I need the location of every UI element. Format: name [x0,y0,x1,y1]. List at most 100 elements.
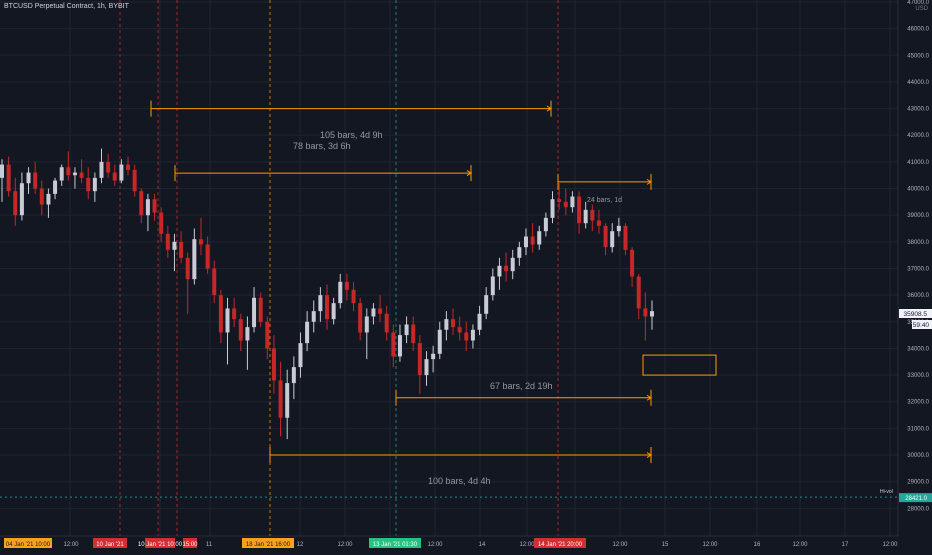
time-tick-label: 14 [479,542,486,548]
candle-body [132,169,137,192]
price-tick-label: 32000.0 [907,400,929,406]
candle-body [192,239,197,280]
candle-body [46,193,51,205]
candle-body [99,161,104,178]
candle-body [417,343,422,376]
time-label-highlight [369,538,421,548]
candle-body [331,303,336,320]
candle-body [517,247,522,258]
candle-body [26,172,31,184]
candle-body [431,353,436,360]
candle-body [643,308,648,317]
candle-body [205,244,210,269]
measure-arrow [646,178,652,185]
candle-body [484,295,489,314]
measure-label: 78 bars, 3d 6h [293,141,351,151]
price-tick-label: 43000.0 [907,107,929,113]
candle-body [623,225,628,250]
candle-body [563,201,568,208]
candle-body [490,276,495,296]
chart-title: BTCUSD Perpetual Contract, 1h, BYBIT [4,3,129,10]
candle-body [338,281,343,304]
time-tick-label: 12:00 [792,542,808,548]
price-tick-label: 47000.0 [907,0,929,6]
time-tick-label: 15 [662,542,669,548]
time-tick-label: 15:00 [182,542,198,548]
time-label-highlight [242,538,294,548]
volume-level-tag [899,493,932,503]
last-price-tag [899,309,932,318]
candle-body [344,281,349,290]
price-tick-label: 39000.0 [907,213,929,219]
candle-body [305,321,310,344]
candle-body [404,324,409,336]
candle-body [557,199,562,202]
time-tick-label: 16 [754,542,761,548]
candle-body [39,188,44,205]
candle-body [92,177,97,192]
candle-body [212,268,217,296]
candle-body [79,172,84,178]
candle-body [119,164,124,181]
volume-level-value: 28421.0 [905,496,927,502]
candle-body [165,233,170,250]
candle-body [537,231,542,245]
candle-body [378,308,383,314]
measure-arrow [646,394,652,401]
candle-body [13,191,18,216]
measure-label: 105 bars, 4d 9h [320,130,383,140]
price-tick-label: 36000.0 [907,293,929,299]
candle-body [311,311,316,322]
candle-body [650,311,654,317]
time-tick-label: 14 Jan '21 20:00 [538,542,583,548]
price-tick-label: 42000.0 [907,133,929,139]
candle-body [106,161,111,173]
candle-body [53,180,58,194]
candle-body [325,295,329,320]
time-tick-label: 12:00 [427,542,443,548]
candle-body [497,265,502,277]
candle-body [265,321,270,349]
countdown-tag [912,320,932,329]
candle-body [278,380,283,418]
price-tick-label: 37000.0 [907,266,929,272]
candle-body [245,327,250,341]
candle-body [444,319,449,330]
candle-body [577,196,582,224]
time-tick-label: 17 [842,542,849,548]
candle-body [145,199,150,216]
time-tick-label: 12:00 [612,542,628,548]
candle-body [271,348,276,381]
candle-body [464,332,469,341]
candle-body [351,289,356,304]
candle-body [477,313,482,330]
candle-body [159,212,164,234]
candle-body [437,329,442,354]
candle-body [232,308,237,320]
time-tick-label: 10 Jan '21 10:00 [138,542,183,548]
candle-body [66,167,71,176]
time-label-highlight [534,538,586,548]
measure-label: 24 bars, 1d [587,197,622,204]
candle-body [298,343,303,368]
candle-body [126,164,131,170]
candle-body [318,295,323,312]
time-tick-label: 12:00 [519,542,535,548]
candle-body [258,297,263,322]
price-tick-label: 46000.0 [907,27,929,33]
candle-body [291,367,296,384]
price-tick-label: 38000.0 [907,240,929,246]
time-tick-label: 13 Jan '21 01:30 [373,542,418,548]
candle-body [391,332,396,357]
time-label-highlight [183,538,197,548]
price-tick-label: 44000.0 [907,80,929,86]
measure-label: 67 bars, 2d 19h [490,381,553,391]
price-axis-unit: USD [915,6,928,12]
candle-body [543,217,548,232]
time-tick-label: 12 [297,542,304,548]
candle-body [112,172,117,181]
candle-body [583,209,588,224]
candle-body [596,220,601,226]
